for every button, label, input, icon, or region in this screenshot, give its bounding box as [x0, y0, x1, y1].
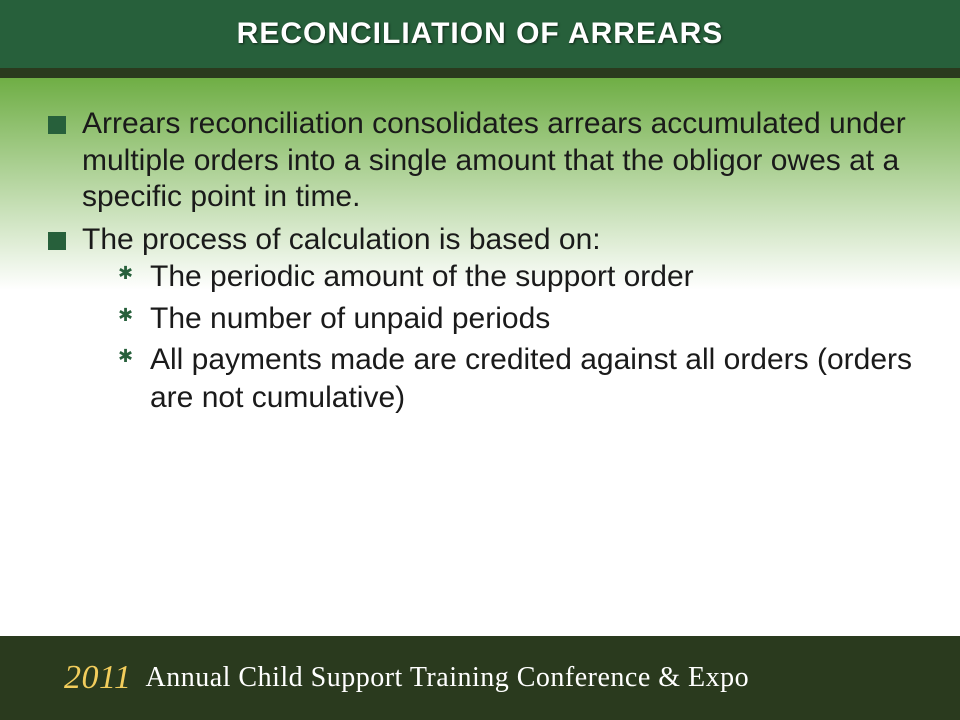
slide: RECONCILIATION OF ARREARS Arrears reconc… [0, 0, 960, 720]
slide-header: RECONCILIATION OF ARREARS [0, 0, 960, 68]
slide-footer: 2011 Annual Child Support Training Confe… [0, 636, 960, 720]
bullet-level1: The process of calculation is based on: … [48, 222, 920, 417]
bullet-text: The periodic amount of the support order [150, 260, 694, 293]
bullet-level2: The periodic amount of the support order [116, 258, 920, 296]
bullet-text: All payments made are credited against a… [150, 343, 912, 414]
header-divider [0, 68, 960, 78]
bullet-text: The number of unpaid periods [150, 302, 550, 335]
bullet-text: Arrears reconciliation consolidates arre… [82, 107, 906, 213]
slide-body: Arrears reconciliation consolidates arre… [0, 78, 960, 636]
sub-bullet-list: The periodic amount of the support order… [82, 258, 920, 416]
bullet-text: The process of calculation is based on: [82, 223, 601, 256]
bullet-level2: All payments made are credited against a… [116, 341, 920, 416]
bullet-level2: The number of unpaid periods [116, 300, 920, 338]
footer-text: Annual Child Support Training Conference… [145, 662, 749, 694]
bullet-list: Arrears reconciliation consolidates arre… [48, 106, 920, 416]
footer-year: 2011 [64, 659, 131, 697]
bullet-level1: Arrears reconciliation consolidates arre… [48, 106, 920, 216]
slide-title: RECONCILIATION OF ARREARS [237, 17, 724, 51]
